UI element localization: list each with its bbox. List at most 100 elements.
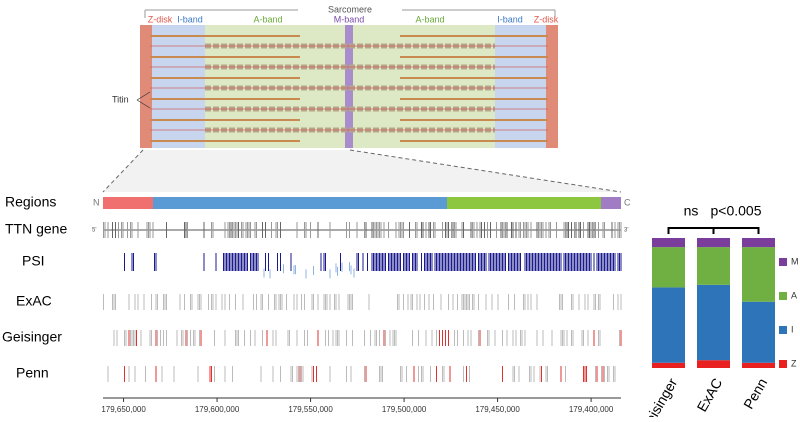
variant-tick	[230, 253, 232, 271]
track-label: Regions	[5, 194, 56, 210]
variant-tick	[434, 253, 436, 271]
variant-tick	[514, 294, 515, 310]
variant-tick	[128, 294, 130, 310]
variant-tick	[557, 253, 559, 271]
variant-tick	[445, 253, 446, 271]
filaments	[150, 35, 548, 142]
variant-tick	[403, 253, 404, 271]
variant-tick	[572, 330, 574, 346]
variant-tick	[296, 222, 298, 238]
variant-tick	[379, 366, 380, 382]
variant-tick	[503, 253, 505, 271]
region-m	[601, 197, 621, 209]
variant-tick	[565, 253, 566, 271]
variant-tick	[233, 222, 235, 238]
variant-tick	[227, 222, 229, 238]
variant-tick	[478, 253, 479, 271]
variant-tick	[230, 222, 232, 238]
variant-tick	[455, 222, 457, 238]
variant-tick	[362, 253, 364, 271]
stacked-bar-chart: Geisinger ExAC Penn ns p<0.005 M A I Z	[636, 203, 798, 422]
variant-tick	[566, 222, 568, 238]
variant-tick	[520, 330, 521, 346]
variant-tick	[290, 366, 292, 382]
variant-tick	[197, 294, 199, 310]
variant-tick	[397, 294, 398, 310]
variant-tick	[572, 294, 574, 310]
variant-tick	[488, 253, 490, 271]
variant-tick	[610, 253, 611, 271]
variant-tick	[224, 330, 226, 346]
variant-tick	[467, 330, 469, 346]
variant-tick	[466, 366, 467, 382]
variant-tick	[326, 294, 328, 310]
variant-tick	[571, 253, 572, 271]
variant-tick	[392, 330, 394, 346]
variant-tick	[476, 222, 478, 238]
variant-tick	[596, 366, 598, 382]
bar-segment	[652, 247, 685, 288]
variant-tick	[335, 263, 337, 273]
variant-tick	[550, 222, 551, 238]
variant-tick	[502, 330, 503, 346]
variant-tick	[463, 294, 464, 310]
variant-tick	[298, 366, 299, 382]
variant-tick	[503, 222, 505, 238]
variant-tick	[236, 330, 238, 346]
variant-tick	[454, 253, 455, 271]
variant-tick	[371, 222, 373, 238]
variant-tick	[595, 222, 596, 238]
variant-tick	[526, 222, 527, 238]
variant-tick	[587, 330, 589, 346]
variant-tick	[563, 222, 565, 238]
variant-tick	[371, 253, 373, 271]
variant-tick	[311, 294, 313, 310]
variant-tick	[584, 294, 586, 310]
variant-tick	[533, 253, 535, 271]
band-label: I-band	[497, 14, 523, 24]
variant-tick	[272, 366, 274, 382]
variant-tick	[512, 330, 514, 346]
variant-tick	[349, 262, 350, 272]
variant-tick	[232, 253, 233, 271]
variant-tick	[452, 294, 454, 310]
variant-tick	[497, 253, 499, 271]
variant-tick	[235, 253, 236, 271]
bar-segment	[697, 284, 730, 361]
variant-tick	[365, 222, 367, 238]
variant-tick	[412, 330, 413, 346]
variant-tick	[463, 253, 464, 271]
variant-tick	[346, 222, 347, 238]
variant-tick	[460, 253, 461, 271]
variant-tick	[245, 253, 247, 271]
variant-tick	[535, 253, 536, 271]
variant-tick	[299, 366, 301, 382]
variant-tick	[419, 294, 421, 310]
x-tick-label: 179,500,000	[382, 405, 427, 414]
variant-tick	[148, 222, 149, 238]
variant-tick	[250, 222, 251, 238]
variant-tick	[445, 330, 446, 346]
variant-tick	[323, 294, 325, 310]
variant-tick	[436, 253, 437, 271]
variant-tick	[433, 294, 434, 310]
variant-tick	[356, 222, 358, 238]
variant-tick	[260, 366, 262, 382]
variant-tick	[157, 294, 158, 310]
variant-tick	[580, 222, 581, 238]
variant-tick	[563, 330, 565, 346]
variant-tick	[103, 294, 104, 310]
variant-tick	[163, 330, 164, 346]
variant-tick	[401, 366, 403, 382]
variant-tick	[113, 330, 115, 346]
variant-tick	[215, 294, 217, 310]
variant-tick	[370, 330, 371, 346]
variant-tick	[437, 253, 439, 271]
variant-tick	[548, 222, 550, 238]
variant-tick	[466, 253, 467, 271]
variant-tick	[491, 253, 493, 271]
variant-tick	[443, 253, 445, 271]
variant-tick	[436, 366, 437, 382]
variant-tick	[250, 253, 251, 271]
variant-tick	[280, 366, 281, 382]
